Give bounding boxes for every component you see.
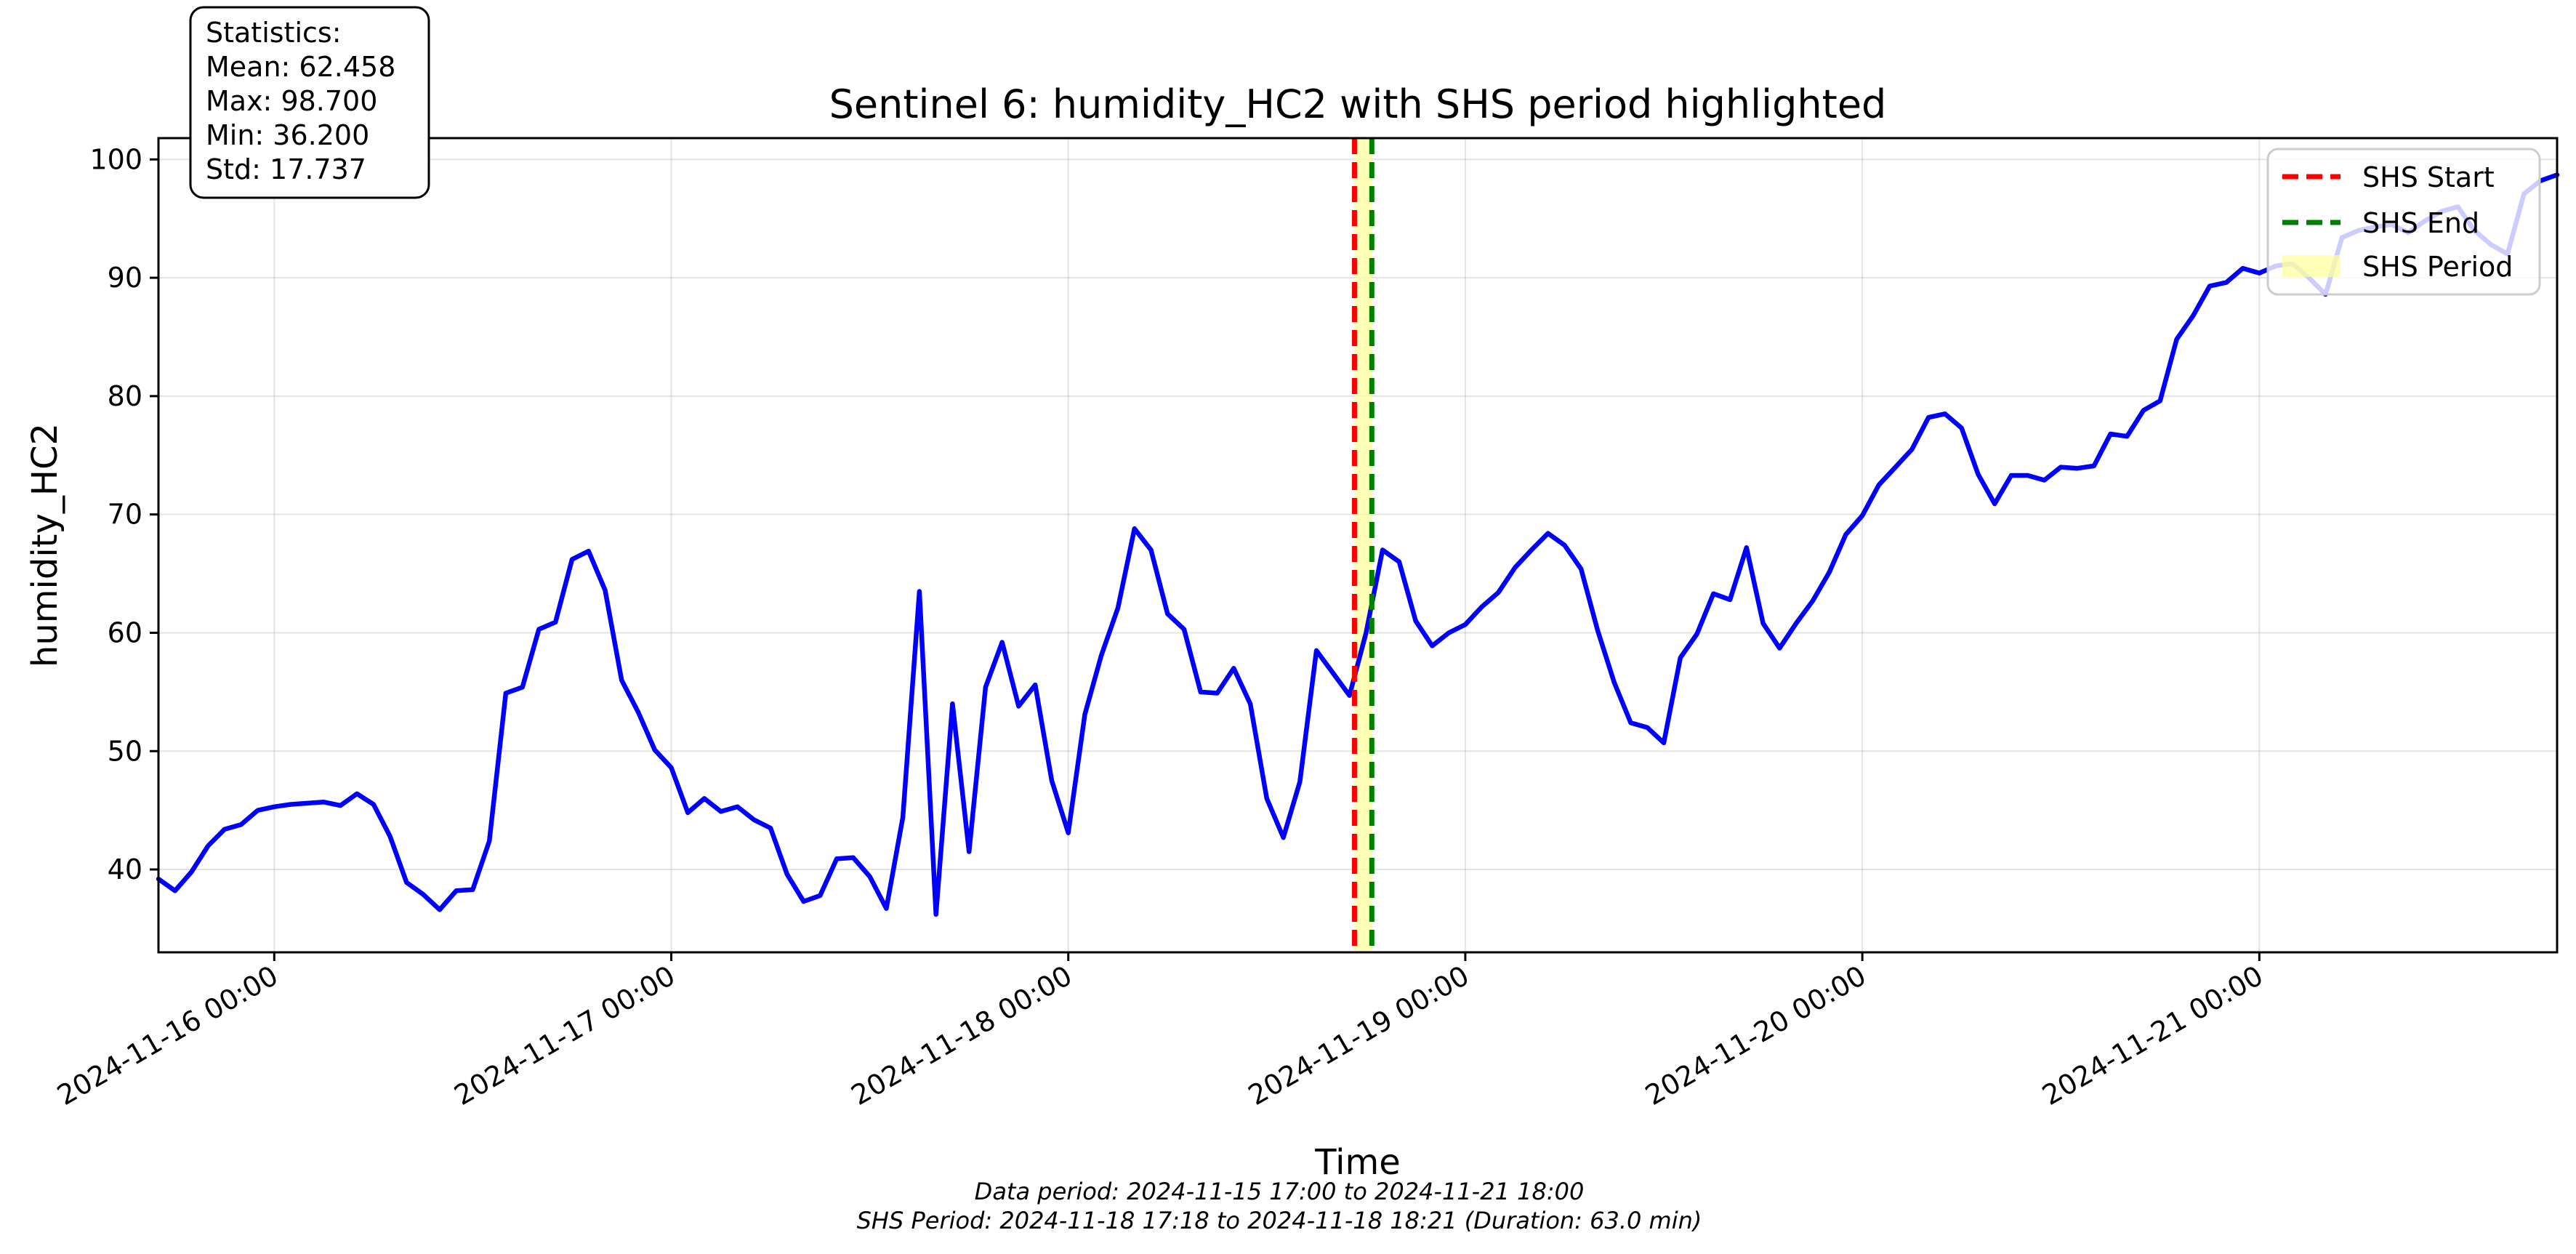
y-tick-label: 90 (108, 262, 142, 294)
legend: SHS Start SHS End SHS Period (2266, 148, 2541, 296)
legend-swatch-shs-period (2282, 255, 2340, 277)
legend-label-shs-start: SHS Start (2362, 161, 2495, 193)
plot-frame (157, 137, 2559, 954)
y-tick-label: 80 (108, 380, 142, 412)
y-axis-ticks: 40 50 60 70 80 90 100 (89, 143, 158, 885)
y-axis-label: humidity_HC2 (25, 423, 65, 667)
y-tick-label: 60 (108, 616, 142, 648)
y-tick-label: 70 (108, 499, 142, 531)
series-group (156, 172, 2560, 917)
statistics-box-frame (189, 6, 430, 199)
y-tick-label: 50 (108, 735, 142, 767)
x-axis-label: Time (1314, 1142, 1400, 1183)
chart-title: Sentinel 6: humidity_HC2 with SHS period… (829, 81, 1887, 127)
shs-period-band (1354, 138, 1372, 952)
legend-label-shs-period: SHS Period (2362, 251, 2513, 283)
caption-data-period: Data period: 2024-11-15 17:00 to 2024-11… (975, 1178, 1585, 1205)
legend-label-shs-end: SHS End (2362, 207, 2479, 239)
statistics-box: Statistics: Mean: 62.458 Max: 98.700 Min… (189, 6, 430, 199)
stat-line: Statistics: (206, 17, 342, 49)
stat-line-max: Max: 98.700 (206, 85, 377, 117)
y-tick-label: 40 (108, 853, 142, 885)
stat-line-std: Std: 17.737 (206, 153, 366, 185)
caption-shs-period: SHS Period: 2024-11-18 17:18 to 2024-11-… (857, 1207, 1702, 1234)
stat-line-min: Min: 36.200 (206, 119, 369, 151)
y-tick-label: 100 (89, 143, 142, 175)
stat-line-mean: Mean: 62.458 (206, 51, 395, 83)
shs-period-rect (1354, 138, 1372, 952)
series-line (156, 172, 2560, 917)
shs-lines (1351, 138, 1374, 952)
